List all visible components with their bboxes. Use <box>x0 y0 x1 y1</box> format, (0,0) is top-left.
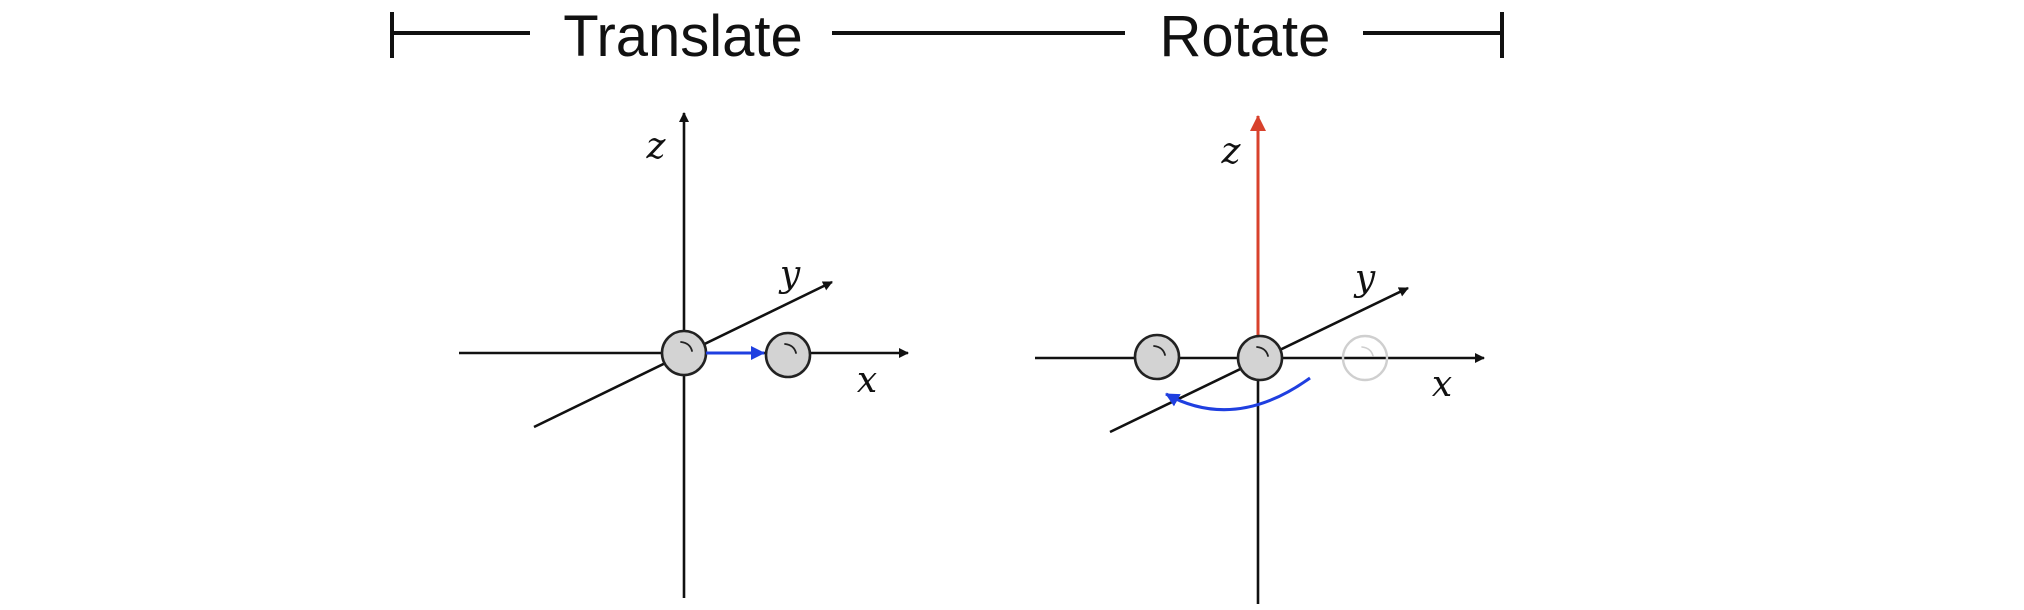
translate-x-label: x <box>857 360 877 401</box>
rotate-title: Rotate <box>1160 4 1331 69</box>
rotate-ball-ghost <box>1341 334 1389 382</box>
translate-z-label: z <box>646 126 667 167</box>
rotate-ball-center <box>1236 334 1284 382</box>
rotate-z-label: z <box>1221 131 1242 172</box>
translate-y-label: y <box>778 254 801 295</box>
rotate-panel: z y x <box>1035 115 1485 604</box>
translate-ball-start <box>660 329 708 377</box>
rotate-x-label: x <box>1432 364 1452 405</box>
header-bracket: Translate Rotate <box>390 4 1504 69</box>
translate-panel: z y x <box>459 112 909 598</box>
rotate-y-label: y <box>1353 258 1376 299</box>
translate-ball-end <box>764 331 812 379</box>
rotate-motion-arc <box>1165 376 1311 412</box>
rotate-ball-left <box>1133 333 1181 381</box>
translate-title: Translate <box>563 4 803 69</box>
